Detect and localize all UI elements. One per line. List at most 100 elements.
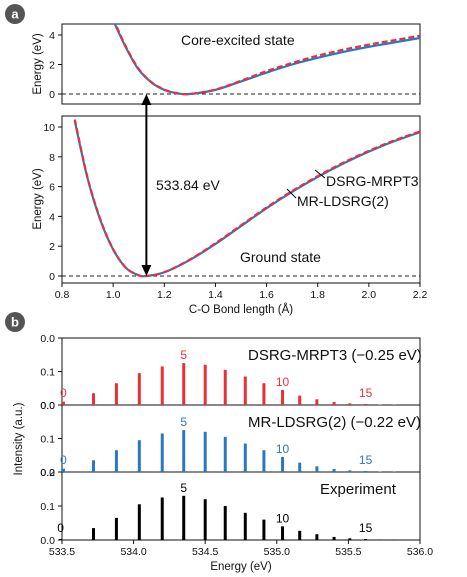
bar-mrpt3-10 bbox=[281, 389, 285, 405]
bar-exp-12 bbox=[315, 534, 319, 540]
bar-ldsrg-11 bbox=[298, 462, 302, 472]
bar-exp-5 bbox=[182, 495, 186, 540]
bar-ldsrg-5 bbox=[182, 430, 186, 472]
spectrum-label-experiment: Experiment bbox=[320, 481, 397, 498]
ytick-label-exp-0: 0.0 bbox=[40, 535, 55, 547]
bar-mrpt3-11 bbox=[298, 395, 302, 405]
excitation-energy-label: 533.84 eV bbox=[156, 177, 220, 193]
bar-mrpt3-14 bbox=[348, 403, 352, 405]
core-excited-curves bbox=[62, 24, 420, 96]
annotation-ground-state: Ground state bbox=[240, 249, 321, 265]
bar-ldsrg-4 bbox=[160, 433, 164, 472]
core-excited-series-dsrg-mrpt3 bbox=[114, 24, 420, 96]
panel-label-a-text: a bbox=[11, 7, 19, 22]
xtick-label-energy-533.5: 533.5 bbox=[49, 546, 75, 558]
peak-label-mrpt3-5: 5 bbox=[180, 348, 187, 362]
ytick-label-ground-0: 0 bbox=[49, 271, 55, 283]
peak-label-mrpt3-15: 15 bbox=[359, 386, 373, 400]
xtick-label-bond-0.8: 0.8 bbox=[55, 289, 70, 301]
spectrum-label-ldsrg: MR-LDSRG(2) (−0.22 eV) bbox=[248, 414, 421, 431]
spectrum-label-mrpt3: DSRG-MRPT3 (−0.25 eV) bbox=[248, 347, 422, 364]
peak-label-mrpt3-0: 0 bbox=[60, 386, 67, 400]
ytick-label-ground-2: 2 bbox=[49, 241, 55, 253]
panel-a-content: 0 2 4 0 2 4 6 8 10 0.8 1.0 1.2 1.4 1.6 1.8 2.0 2.2 bbox=[43, 24, 427, 301]
bar-ldsrg-16 bbox=[378, 471, 382, 472]
bar-mrpt3-8 bbox=[243, 376, 247, 405]
bar-ldsrg-14 bbox=[348, 470, 352, 472]
ytick-label-mrpt3-0: 0.0 bbox=[40, 400, 55, 412]
ytick-label-ldsrg-2: 0.0 bbox=[40, 400, 55, 412]
bar-exp-9 bbox=[262, 519, 266, 540]
label-dsrg-mrpt3: DSRG-MRPT3 bbox=[326, 173, 419, 189]
ytick-label-core-2: 2 bbox=[49, 60, 55, 72]
panel-b-content: 0.00.10.00510150.00.10.00510150.00.10.20… bbox=[40, 333, 433, 558]
bar-mrpt3-4 bbox=[160, 366, 164, 405]
bar-exp-15 bbox=[364, 538, 368, 540]
bar-exp-3 bbox=[137, 504, 141, 540]
bar-ldsrg-8 bbox=[243, 443, 247, 472]
annotation-core-excited: Core-excited state bbox=[181, 32, 295, 48]
ylabel-core-excited: Energy (eV) bbox=[32, 33, 44, 95]
bar-mrpt3-7 bbox=[223, 369, 227, 405]
ytick-label-core-4: 4 bbox=[49, 30, 55, 42]
bar-exp-6 bbox=[203, 499, 207, 540]
bar-ldsrg-6 bbox=[203, 431, 207, 472]
bar-ldsrg-15 bbox=[364, 470, 368, 472]
bar-exp-1 bbox=[92, 528, 96, 540]
bar-mrpt3-1 bbox=[92, 393, 96, 405]
ytick-label-exp-2: 0.2 bbox=[40, 467, 55, 479]
bar-exp-2 bbox=[114, 517, 118, 540]
ytick-label-ground-4: 4 bbox=[49, 211, 55, 223]
bar-exp-7 bbox=[223, 506, 227, 540]
bar-ldsrg-9 bbox=[262, 450, 266, 472]
ytick-label-core-0: 0 bbox=[49, 89, 55, 101]
plot-frame-ground bbox=[61, 115, 421, 284]
xtick-label-bond-1.4: 1.4 bbox=[208, 289, 223, 301]
bar-mrpt3-15 bbox=[364, 403, 368, 405]
ytick-label-ldsrg-0: 0.0 bbox=[40, 467, 55, 479]
peak-label-ldsrg-0: 0 bbox=[60, 453, 67, 467]
peak-label-exp-10: 10 bbox=[276, 511, 290, 525]
bar-exp-4 bbox=[160, 497, 164, 540]
bar-ldsrg-0 bbox=[61, 468, 65, 472]
bar-mrpt3-13 bbox=[332, 401, 336, 405]
panel-label-a: a bbox=[5, 4, 25, 24]
leader-dsrg-mrpt3 bbox=[314, 169, 326, 179]
ytick-label-exp-1: 0.1 bbox=[40, 501, 55, 513]
bar-ldsrg-10 bbox=[281, 456, 285, 472]
bar-mrpt3-6 bbox=[203, 364, 207, 405]
panel-label-b-text: b bbox=[11, 315, 19, 330]
peak-label-ldsrg-5: 5 bbox=[180, 415, 187, 429]
ytick-label-ground-10: 10 bbox=[43, 122, 55, 134]
peak-label-exp-0: 0 bbox=[57, 521, 64, 535]
bar-exp-0 bbox=[59, 538, 63, 540]
bar-ldsrg-3 bbox=[137, 440, 141, 472]
xtick-label-bond-1.6: 1.6 bbox=[259, 289, 274, 301]
xtick-label-energy-534.0: 534.0 bbox=[120, 546, 146, 558]
panel-label-b: b bbox=[5, 312, 25, 332]
ylabel-intensity: Intensity (a.u.) bbox=[13, 402, 25, 475]
bar-ldsrg-7 bbox=[223, 436, 227, 472]
xlabel-energy: Energy (eV) bbox=[210, 561, 272, 573]
bar-mrpt3-3 bbox=[137, 373, 141, 405]
ground-curves bbox=[62, 119, 420, 278]
bar-ldsrg-2 bbox=[114, 450, 118, 472]
bar-mrpt3-12 bbox=[315, 399, 319, 405]
ytick-label-mrpt3-2: 0.0 bbox=[40, 333, 55, 345]
bar-ldsrg-13 bbox=[332, 468, 336, 472]
excitation-arrowhead-up bbox=[141, 94, 152, 105]
ytick-label-ground-6: 6 bbox=[49, 182, 55, 194]
bar-exp-10 bbox=[281, 526, 285, 540]
peak-label-ldsrg-10: 10 bbox=[276, 442, 290, 456]
xtick-label-bond-1.8: 1.8 bbox=[310, 289, 325, 301]
xtick-label-energy-535.5: 535.5 bbox=[335, 546, 361, 558]
bar-mrpt3-9 bbox=[262, 383, 266, 405]
xtick-label-bond-1.0: 1.0 bbox=[106, 289, 121, 301]
bar-mrpt3-2 bbox=[114, 383, 118, 405]
xlabel-bond-length: C-O Bond length (Å) bbox=[189, 303, 293, 316]
xtick-label-energy-534.5: 534.5 bbox=[192, 546, 218, 558]
bar-mrpt3-16 bbox=[378, 404, 382, 405]
peak-label-exp-15: 15 bbox=[359, 521, 373, 535]
ground-series-mr-ldsrg-2 bbox=[73, 120, 420, 278]
ytick-label-ground-8: 8 bbox=[49, 152, 55, 164]
